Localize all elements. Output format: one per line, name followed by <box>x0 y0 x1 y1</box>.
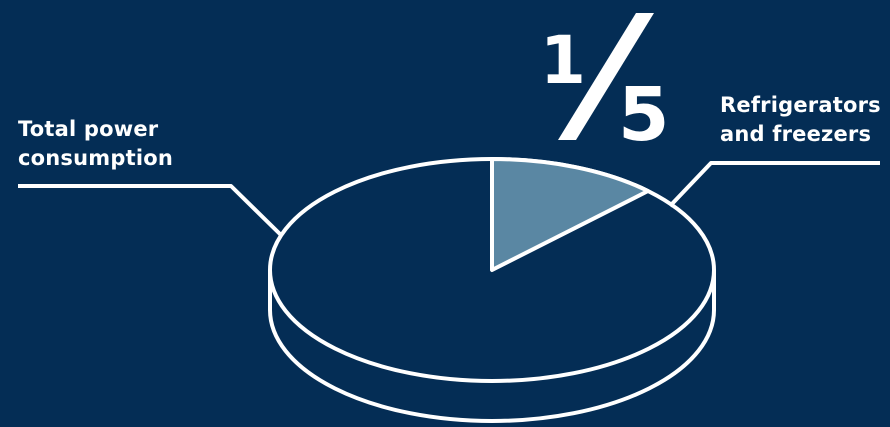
label-total-line1: Total power <box>18 117 159 141</box>
label-total-line2: consumption <box>18 146 174 170</box>
fraction-numerator: 1 <box>540 22 586 99</box>
leader-line-fridge <box>668 161 880 208</box>
fraction-slash <box>558 13 654 140</box>
fraction-denominator: 5 <box>618 72 670 158</box>
pie-slice-refrigerators <box>490 157 650 272</box>
label-fridge-line1: Refrigerators <box>720 93 881 117</box>
label-refrigerators: Refrigerators and freezers <box>720 91 881 149</box>
pie-disc-side <box>268 270 716 423</box>
label-fridge-line2: and freezers <box>720 122 872 146</box>
label-total-power: Total power consumption <box>18 115 173 173</box>
leader-line-total <box>18 184 284 238</box>
